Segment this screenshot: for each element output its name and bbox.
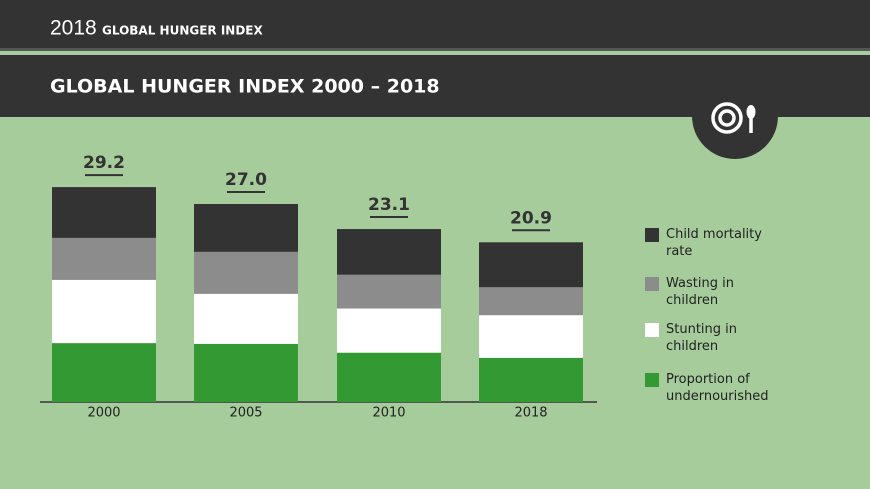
top-bar: [0, 0, 870, 48]
x-tick-label: 2000: [87, 406, 120, 421]
bar-segment: [52, 343, 156, 402]
bar-segment: [194, 251, 298, 294]
legend-label: Wasting in children: [666, 276, 734, 308]
bar-segment: [479, 315, 583, 358]
bar-segment: [194, 204, 298, 252]
legend-label: Child mortality rate: [666, 227, 762, 259]
legend-swatch: [645, 228, 659, 242]
bar-segment: [479, 242, 583, 288]
bar-segment: [337, 308, 441, 353]
bar-segment: [479, 287, 583, 316]
x-tick-label: 2010: [372, 406, 405, 421]
bar-segment: [52, 237, 156, 280]
legend-label: Proportion of undernourished: [666, 372, 769, 404]
chart-title: GLOBAL HUNGER INDEX 2000 – 2018: [50, 76, 440, 98]
legend-swatch: [645, 323, 659, 337]
x-tick-label: 2005: [229, 406, 262, 421]
legend-swatch: [645, 373, 659, 387]
bar-segment: [194, 343, 298, 402]
total-label: 20.9: [510, 208, 552, 228]
plate-icon: [711, 102, 756, 134]
bar-segment: [337, 229, 441, 275]
legend-swatch: [645, 277, 659, 291]
total-label: 29.2: [83, 153, 125, 173]
separator: [0, 48, 870, 51]
header-year: 2018: [50, 17, 97, 40]
legend-label: Stunting in children: [666, 322, 738, 354]
bar-segment: [52, 187, 156, 238]
total-label: 23.1: [368, 195, 410, 215]
bar-segment: [52, 279, 156, 344]
bar-segment: [337, 274, 441, 309]
header-title: GLOBAL HUNGER INDEX: [102, 24, 263, 38]
total-label: 27.0: [225, 170, 267, 190]
x-tick-label: 2018: [514, 406, 547, 421]
bar-segment: [479, 357, 583, 402]
bar-segment: [337, 352, 441, 402]
bar-segment: [194, 293, 298, 344]
